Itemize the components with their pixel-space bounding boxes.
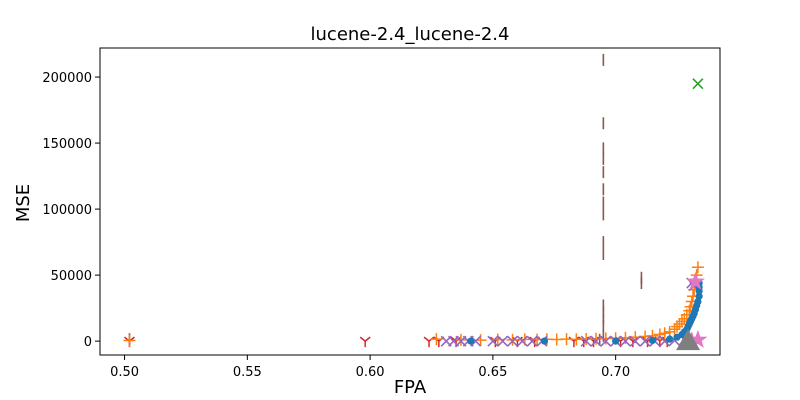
- purple-point: [600, 335, 612, 347]
- blue-point: [467, 337, 475, 345]
- orange-point: [673, 317, 686, 330]
- orange-point: [123, 334, 136, 347]
- y-tick-label: 150000: [42, 137, 92, 152]
- y-tick-label: 50000: [51, 269, 92, 284]
- blue-point: [695, 292, 703, 300]
- purple-point: [516, 335, 528, 347]
- chart-title: lucene-2.4_lucene-2.4: [311, 24, 510, 45]
- pink-point: [685, 271, 705, 290]
- orange-point: [671, 320, 684, 333]
- purple-point: [470, 335, 482, 347]
- y-axis-ticks: 0 50000 100000 150000 200000: [42, 71, 100, 350]
- x-tick-label: 0.55: [233, 365, 262, 380]
- y-tick-label: 200000: [42, 71, 92, 86]
- orange-point: [454, 333, 467, 346]
- x-axis-ticks: 0.50 0.55 0.60 0.65 0.70: [110, 355, 630, 380]
- plot-area-frame: [99, 47, 721, 356]
- x-axis-label: FPA: [394, 377, 427, 398]
- orange-point: [691, 261, 704, 274]
- purple-point: [619, 335, 632, 347]
- red-point: [359, 336, 371, 348]
- orange-point: [675, 315, 688, 328]
- y-tick-label: 100000: [42, 203, 92, 218]
- purple-point: [506, 335, 519, 347]
- x-tick-label: 0.60: [356, 365, 385, 380]
- y-tick-label: 0: [84, 335, 92, 350]
- x-tick-label: 0.70: [601, 365, 630, 380]
- purple-point: [487, 335, 499, 347]
- green-point: [692, 78, 704, 90]
- orange-point: [658, 327, 671, 340]
- purple-point: [629, 335, 641, 347]
- y-axis-label: MSE: [13, 184, 34, 222]
- purple-point: [639, 335, 651, 347]
- gray-point: [676, 329, 701, 351]
- purple-point: [580, 335, 592, 347]
- orange-point: [430, 333, 443, 346]
- blue-point: [540, 337, 549, 345]
- orange-point: [668, 323, 681, 336]
- data-points: [123, 53, 708, 351]
- blue-point: [612, 337, 620, 345]
- blue-point: [648, 336, 657, 345]
- blue-point: [666, 335, 674, 343]
- purple-point: [590, 335, 602, 347]
- x-tick-label: 0.65: [478, 365, 507, 380]
- purple-point: [526, 335, 538, 347]
- orange-point: [653, 328, 666, 341]
- purple-point: [497, 335, 509, 347]
- orange-point: [506, 333, 519, 346]
- x-tick-label: 0.50: [110, 365, 139, 380]
- pink-point: [688, 329, 708, 348]
